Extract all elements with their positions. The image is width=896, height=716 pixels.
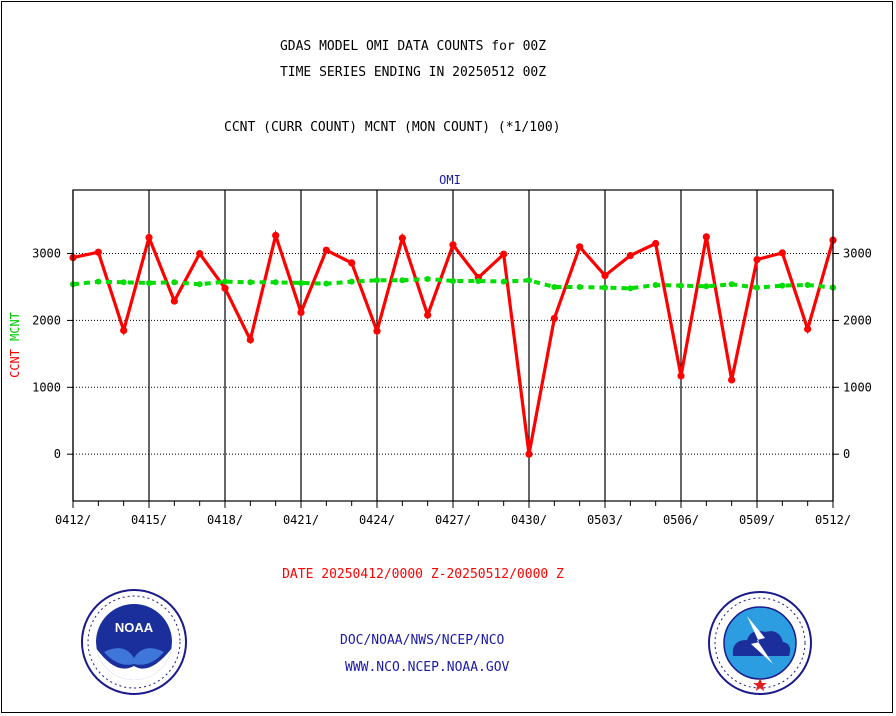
data-point-ccnt xyxy=(297,308,305,316)
title-line-1: GDAS MODEL OMI DATA COUNTS for 00Z xyxy=(279,39,547,54)
title-line-3: CCNT (CURR COUNT) MCNT (MON COUNT) (*1/1… xyxy=(224,120,561,135)
x-tick-label: 0418/ xyxy=(207,513,243,527)
data-point-mcnt xyxy=(399,277,406,284)
data-point-mcnt xyxy=(551,283,558,290)
data-point-mcnt xyxy=(703,283,710,290)
data-point-ccnt xyxy=(525,450,533,458)
x-tick-label: 0506/ xyxy=(663,513,699,527)
nws-logo-icon xyxy=(708,591,812,695)
data-point-mcnt xyxy=(424,275,431,282)
data-point-ccnt xyxy=(348,259,356,267)
y-tick-label-left: 0 xyxy=(54,447,61,461)
data-point-mcnt xyxy=(450,277,456,284)
data-point-ccnt xyxy=(500,250,508,258)
data-point-mcnt xyxy=(348,278,355,285)
title-line-2: TIME SERIES ENDING IN 20250512 00Z xyxy=(279,65,547,80)
data-point-ccnt xyxy=(246,336,254,344)
data-point-ccnt xyxy=(753,255,761,264)
data-point-ccnt xyxy=(702,233,710,241)
data-point-mcnt xyxy=(500,278,507,285)
plot-border xyxy=(72,189,834,502)
data-point-mcnt xyxy=(120,279,127,286)
data-point-mcnt xyxy=(627,285,634,292)
y-tick-label-right: 3000 xyxy=(843,247,872,261)
data-point-mcnt xyxy=(526,277,532,284)
data-point-ccnt xyxy=(804,325,812,333)
data-point-mcnt xyxy=(272,279,279,286)
data-point-mcnt xyxy=(374,277,380,284)
data-point-ccnt xyxy=(728,376,736,384)
data-point-ccnt xyxy=(550,314,558,323)
x-tick-label: 0427/ xyxy=(435,513,471,527)
y-tick-label-left: 3000 xyxy=(32,247,61,261)
data-point-ccnt xyxy=(398,234,406,242)
y-axis-label-ccnt: CCNT xyxy=(8,349,22,378)
noaa-logo-icon: NOAA xyxy=(81,589,187,695)
data-point-mcnt xyxy=(779,282,786,289)
data-point-mcnt xyxy=(754,284,760,291)
data-point-ccnt xyxy=(576,243,584,251)
x-tick-label: 0430/ xyxy=(511,513,547,527)
data-point-ccnt xyxy=(677,372,685,380)
data-point-ccnt xyxy=(626,251,634,260)
y-axis-label: CCNT MCNT xyxy=(8,312,22,378)
series xyxy=(69,229,837,458)
data-point-mcnt xyxy=(95,278,102,285)
data-point-mcnt xyxy=(576,283,583,290)
data-point-mcnt xyxy=(652,281,659,288)
data-point-ccnt xyxy=(94,248,102,256)
x-axis-date-range-label: DATE 20250412/0000 Z-20250512/0000 Z xyxy=(282,567,564,582)
data-point-mcnt xyxy=(196,281,203,288)
data-point-ccnt xyxy=(272,231,280,240)
data-point-ccnt xyxy=(322,246,330,254)
footer-link-doc[interactable]: DOC/NOAA/NWS/NCEP/NCO xyxy=(340,633,505,648)
data-point-ccnt xyxy=(601,272,609,280)
data-point-mcnt xyxy=(602,284,608,291)
x-tick-label: 0509/ xyxy=(739,513,775,527)
data-point-ccnt xyxy=(120,326,128,335)
x-tick-label: 0421/ xyxy=(283,513,319,527)
data-point-ccnt xyxy=(778,249,786,257)
data-point-mcnt xyxy=(323,280,330,287)
y-axis-label-mcnt: MCNT xyxy=(8,312,22,341)
data-point-ccnt xyxy=(652,239,660,248)
y-tick-label-right: 0 xyxy=(843,447,850,461)
x-tick-label: 0415/ xyxy=(131,513,167,527)
data-point-ccnt xyxy=(373,327,381,335)
data-point-ccnt xyxy=(221,284,229,292)
data-point-ccnt xyxy=(170,297,178,305)
y-tick-label-right: 2000 xyxy=(843,313,872,327)
y-tick-label-left: 2000 xyxy=(32,313,61,327)
svg-text:NOAA: NOAA xyxy=(115,620,154,635)
data-point-mcnt xyxy=(804,281,811,288)
x-tick-label: 0512/ xyxy=(815,513,851,527)
data-point-mcnt xyxy=(298,279,304,286)
data-point-mcnt xyxy=(475,277,482,284)
data-point-ccnt xyxy=(196,249,204,258)
data-point-mcnt xyxy=(728,281,735,288)
x-tick-label: 0424/ xyxy=(359,513,395,527)
footer-link-website[interactable]: WWW.NCO.NCEP.NOAA.GOV xyxy=(345,660,510,675)
data-point-mcnt xyxy=(171,279,178,286)
data-point-ccnt xyxy=(424,311,432,319)
x-tick-label: 0412/ xyxy=(55,513,91,527)
y-tick-label-right: 1000 xyxy=(843,380,872,394)
data-point-ccnt xyxy=(145,233,153,242)
axis-labels: 0 0 1000 1000 2000 2000 3000 3000 0412/0415/0418… xyxy=(8,173,872,582)
data-point-ccnt xyxy=(449,241,457,249)
data-point-mcnt xyxy=(222,278,228,285)
x-tick-label: 0503/ xyxy=(587,513,623,527)
data-point-mcnt xyxy=(678,282,684,289)
chart-subtitle-omi: OMI xyxy=(439,173,461,187)
y-tick-label-left: 1000 xyxy=(32,380,61,394)
data-point-mcnt xyxy=(247,279,254,286)
data-point-mcnt xyxy=(146,279,152,286)
grid xyxy=(67,190,839,508)
